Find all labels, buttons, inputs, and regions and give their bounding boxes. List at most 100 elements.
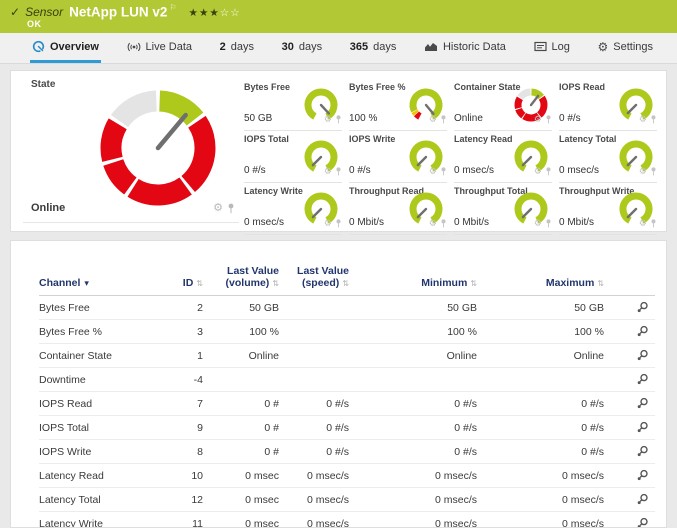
channel-settings-button[interactable] bbox=[604, 391, 655, 416]
gauge-value: 50 GB bbox=[244, 113, 273, 124]
cell-last-speed: 0 msec/s bbox=[279, 463, 349, 488]
cell-channel: IOPS Read bbox=[39, 391, 159, 416]
gauge-dial bbox=[304, 140, 338, 172]
pin-icon[interactable] bbox=[335, 167, 342, 176]
priority-stars[interactable]: ★★★☆☆ bbox=[189, 7, 241, 19]
channel-settings-button[interactable] bbox=[604, 367, 655, 392]
cell-channel: Bytes Free % bbox=[39, 319, 159, 344]
pin-icon[interactable] bbox=[227, 203, 235, 214]
gear-icon[interactable]: ⚙ bbox=[323, 218, 332, 228]
cell-id: 9 bbox=[159, 415, 203, 440]
table-row: IOPS Read 7 0 #0 #/s 0 #/s 0 #/s bbox=[39, 391, 655, 416]
gear-icon[interactable]: ⚙ bbox=[638, 218, 647, 228]
pin-icon[interactable] bbox=[650, 115, 657, 124]
gauge-tile[interactable]: Throughput Write 0 Mbit/s ⚙ bbox=[559, 183, 657, 235]
column-header-last-speed[interactable]: Last Value (speed) ⇅ bbox=[279, 261, 349, 296]
tab-live-data[interactable]: Live Data bbox=[125, 33, 194, 63]
state-panel-title: State bbox=[31, 79, 56, 90]
gauge-tile[interactable]: Bytes Free 50 GB ⚙ bbox=[244, 79, 342, 131]
channel-settings-icon bbox=[637, 325, 648, 337]
pin-icon[interactable] bbox=[545, 167, 552, 176]
gauge-tile[interactable]: Latency Total 0 msec/s ⚙ bbox=[559, 131, 657, 183]
column-header-minimum[interactable]: Minimum ⇅ bbox=[349, 261, 477, 296]
channel-settings-button[interactable] bbox=[604, 343, 655, 368]
channel-settings-button[interactable] bbox=[604, 415, 655, 440]
cell-max: 0 #/s bbox=[477, 415, 604, 440]
tab-label: Live Data bbox=[145, 40, 193, 53]
gauge-tile[interactable]: Throughput Read 0 Mbit/s ⚙ bbox=[349, 183, 447, 235]
gauge-tile[interactable]: Container State Online ⚙ bbox=[454, 79, 552, 131]
tab-settings[interactable]: ⚙ Settings bbox=[595, 33, 655, 63]
gauge-dial bbox=[304, 88, 338, 120]
cell-last-speed: 0 msec/s bbox=[279, 511, 349, 527]
star-empty-icon[interactable]: ☆☆ bbox=[219, 7, 241, 20]
tab-historic-data[interactable]: Historic Data bbox=[422, 33, 508, 63]
tab-log[interactable]: Log bbox=[532, 33, 572, 63]
pin-icon[interactable] bbox=[545, 219, 552, 228]
gear-icon[interactable]: ⚙ bbox=[213, 202, 223, 214]
gauge-title: IOPS Write bbox=[349, 134, 396, 144]
tab-365-days[interactable]: 365 days bbox=[348, 33, 399, 63]
gauge-title: Container State bbox=[454, 82, 521, 92]
gauge-dial bbox=[619, 88, 653, 120]
pin-icon[interactable] bbox=[650, 219, 657, 228]
gauge-tile[interactable]: IOPS Write 0 #/s ⚙ bbox=[349, 131, 447, 183]
pin-icon[interactable] bbox=[440, 167, 447, 176]
channel-settings-button[interactable] bbox=[604, 439, 655, 464]
tab-number: 30 bbox=[281, 40, 294, 53]
table-row: IOPS Total 9 0 #0 #/s 0 #/s 0 #/s bbox=[39, 415, 655, 440]
gear-icon[interactable]: ⚙ bbox=[638, 114, 647, 124]
gauge-tile[interactable]: Bytes Free % 100 % ⚙ bbox=[349, 79, 447, 131]
channel-settings-button[interactable] bbox=[604, 463, 655, 488]
gear-icon[interactable]: ⚙ bbox=[533, 218, 542, 228]
column-header-id[interactable]: ID ⇅ bbox=[159, 261, 203, 296]
tab-label: Settings bbox=[613, 40, 653, 53]
star-filled-icon[interactable]: ★★★ bbox=[188, 7, 220, 20]
sensor-title: NetApp LUN v2 bbox=[69, 4, 168, 20]
cell-max: 0 #/s bbox=[477, 439, 604, 464]
column-header-maximum[interactable]: Maximum ⇅ bbox=[477, 261, 604, 296]
state-gauge-dial bbox=[100, 90, 216, 206]
cell-last-speed: 0 #/s bbox=[279, 439, 349, 464]
cell-channel: IOPS Write bbox=[39, 439, 159, 464]
cell-last-volume: 0 msec bbox=[203, 487, 279, 512]
cell-id: 1 bbox=[159, 343, 203, 368]
gauge-dial bbox=[514, 88, 548, 122]
tab-30-days[interactable]: 30 days bbox=[280, 33, 325, 63]
channel-settings-button[interactable] bbox=[604, 295, 655, 320]
pin-icon[interactable] bbox=[650, 167, 657, 176]
gauge-tile[interactable]: Throughput Total 0 Mbit/s ⚙ bbox=[454, 183, 552, 235]
tab-overview[interactable]: Overview bbox=[30, 33, 101, 63]
pin-icon[interactable] bbox=[335, 115, 342, 124]
tab-2-days[interactable]: 2 days bbox=[218, 33, 256, 63]
log-icon bbox=[533, 41, 547, 52]
column-header-last-volume[interactable]: Last Value (volume) ⇅ bbox=[203, 261, 279, 296]
gauge-tile[interactable]: Latency Write 0 msec/s ⚙ bbox=[244, 183, 342, 235]
gear-icon[interactable]: ⚙ bbox=[533, 114, 542, 124]
pin-icon[interactable] bbox=[545, 115, 552, 124]
state-status-value: Online bbox=[31, 202, 66, 214]
gear-icon[interactable]: ⚙ bbox=[638, 166, 647, 176]
gear-icon[interactable]: ⚙ bbox=[428, 218, 437, 228]
cell-last-volume: 50 GB bbox=[203, 295, 279, 320]
channel-settings-button[interactable] bbox=[604, 319, 655, 344]
gauge-tile[interactable]: Latency Read 0 msec/s ⚙ bbox=[454, 131, 552, 183]
pin-icon[interactable] bbox=[440, 115, 447, 124]
channel-settings-button[interactable] bbox=[604, 487, 655, 512]
cell-min: 100 % bbox=[349, 319, 477, 344]
pin-icon[interactable] bbox=[440, 219, 447, 228]
cell-channel: Downtime bbox=[39, 367, 159, 392]
gear-icon[interactable]: ⚙ bbox=[533, 166, 542, 176]
gear-icon[interactable]: ⚙ bbox=[323, 166, 332, 176]
gauge-tile[interactable]: IOPS Read 0 #/s ⚙ bbox=[559, 79, 657, 131]
gear-icon[interactable]: ⚙ bbox=[428, 114, 437, 124]
pin-icon[interactable] bbox=[335, 219, 342, 228]
gear-icon[interactable]: ⚙ bbox=[323, 114, 332, 124]
gear-icon[interactable]: ⚙ bbox=[428, 166, 437, 176]
cell-last-volume: 0 # bbox=[203, 439, 279, 464]
cell-channel: IOPS Total bbox=[39, 415, 159, 440]
column-header-channel[interactable]: Channel ▾ bbox=[39, 261, 159, 296]
channel-settings-icon bbox=[637, 517, 648, 527]
channel-settings-button[interactable] bbox=[604, 511, 655, 527]
gauge-tile[interactable]: IOPS Total 0 #/s ⚙ bbox=[244, 131, 342, 183]
